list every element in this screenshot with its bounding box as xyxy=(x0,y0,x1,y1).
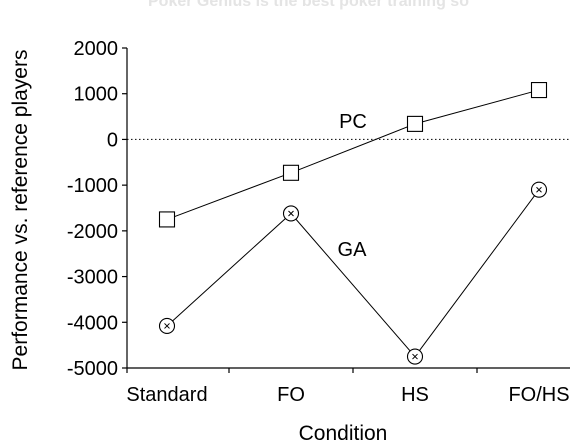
y-tick-label: 2000 xyxy=(74,38,119,60)
x-tick-label: FO/HS xyxy=(508,384,569,406)
x-tick-label: HS xyxy=(401,384,429,406)
data-point xyxy=(530,82,548,99)
point-cross xyxy=(288,210,294,217)
y-tick-label: -1000 xyxy=(67,175,118,197)
series-pc: PC xyxy=(158,82,548,228)
watermark-text: Poker Genius is the best poker training … xyxy=(148,0,469,10)
data-point xyxy=(158,211,176,228)
data-point xyxy=(282,205,300,222)
series-label: GA xyxy=(338,239,368,261)
series-label: PC xyxy=(339,111,367,133)
data-point xyxy=(158,317,176,334)
series-layer: PC GA xyxy=(158,82,548,365)
data-point xyxy=(530,181,548,198)
y-tick-label: -3000 xyxy=(67,267,118,289)
point-cross xyxy=(164,323,170,329)
y-tick-label: 0 xyxy=(107,129,118,151)
y-tick-label: 1000 xyxy=(74,84,119,106)
y-tick-label: -2000 xyxy=(67,221,118,243)
y-tick-label: -5000 xyxy=(67,358,118,380)
data-point xyxy=(282,164,300,181)
data-point xyxy=(406,348,424,365)
point-cross xyxy=(536,186,542,193)
data-point xyxy=(406,115,424,132)
series-line xyxy=(166,89,540,220)
point-cross xyxy=(412,353,418,360)
y-tick-label: -4000 xyxy=(67,312,118,334)
y-axis-title: Performance vs. reference players xyxy=(9,50,32,371)
x-tick-label: Standard xyxy=(126,384,207,406)
x-tick-label: FO xyxy=(277,384,305,406)
x-axis-title: Condition xyxy=(299,422,388,444)
axes: 2000 1000 0 -1000 -2000 -3000 -4000 -5000 Standa… xyxy=(67,38,570,406)
series-line xyxy=(166,189,540,358)
series-ga: GA xyxy=(158,181,548,365)
